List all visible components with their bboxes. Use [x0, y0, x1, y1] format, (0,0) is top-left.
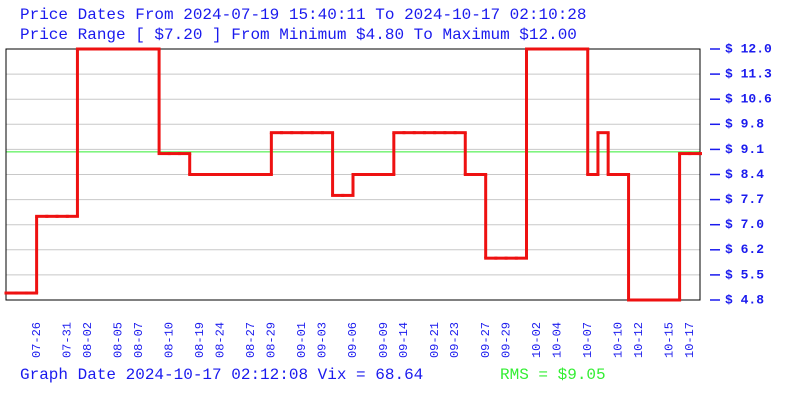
x-tick-label: 09-27: [479, 322, 493, 358]
y-tick-label: $ 6.2: [725, 242, 764, 257]
x-tick-label: 09-14: [397, 322, 411, 358]
footer: Graph Date 2024-10-17 02:12:08 Vix = 68.…: [20, 366, 423, 384]
x-tick-label: 07-31: [60, 322, 74, 358]
y-tick-label: $ 11.3: [725, 67, 772, 82]
x-tick-label: 08-27: [244, 322, 258, 358]
x-tick-label: 08-24: [213, 322, 227, 358]
x-tick-label: 08-29: [265, 322, 279, 358]
x-tick-label: 10-12: [632, 322, 646, 358]
y-tick-label: $ 9.8: [725, 117, 764, 132]
x-tick-label: 08-10: [162, 322, 176, 358]
x-tick-label: 09-09: [377, 322, 391, 358]
x-tick-label: 08-19: [193, 322, 207, 358]
rms-label: RMS = $9.05: [500, 366, 606, 384]
x-tick-label: 09-23: [448, 322, 462, 358]
x-tick-label: 07-26: [30, 322, 44, 358]
x-tick-label: 09-29: [499, 322, 513, 358]
y-tick-label: $ 4.8: [725, 292, 764, 307]
x-tick-label: 10-15: [663, 322, 677, 358]
x-tick-label: 09-06: [346, 322, 360, 358]
x-tick-label: 08-02: [81, 322, 95, 358]
y-tick-label: $ 12.0: [725, 41, 772, 56]
y-tick-label: $ 8.4: [725, 167, 764, 182]
x-tick-label: 10-04: [550, 322, 564, 358]
x-tick-label: 09-21: [428, 322, 442, 358]
x-tick-label: 10-07: [581, 322, 595, 358]
chart-title: Price Dates From 2024-07-19 15:40:11 To …: [20, 6, 587, 24]
x-tick-label: 10-17: [683, 322, 697, 358]
x-tick-label: 08-07: [132, 322, 146, 358]
x-tick-label: 09-01: [295, 322, 309, 358]
y-tick-label: $ 9.1: [725, 142, 764, 157]
y-tick-label: $ 5.5: [725, 267, 764, 282]
y-tick-label: $ 7.7: [725, 192, 764, 207]
x-tick-label: 09-03: [316, 322, 330, 358]
y-tick-label: $ 10.6: [725, 92, 772, 107]
y-tick-label: $ 7.0: [725, 217, 764, 232]
plot-frame: [5, 48, 701, 301]
x-tick-label: 08-05: [111, 322, 125, 358]
chart-subtitle: Price Range [ $7.20 ] From Minimum $4.80…: [20, 26, 577, 44]
x-tick-label: 10-02: [530, 322, 544, 358]
x-tick-label: 10-10: [612, 322, 626, 358]
